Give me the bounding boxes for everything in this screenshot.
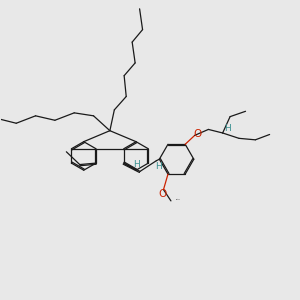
- Text: methyl: methyl: [176, 199, 181, 200]
- Text: H: H: [155, 162, 162, 171]
- Text: O: O: [193, 129, 201, 139]
- Text: H: H: [133, 160, 140, 169]
- Text: O: O: [159, 189, 167, 200]
- Text: H: H: [224, 124, 231, 133]
